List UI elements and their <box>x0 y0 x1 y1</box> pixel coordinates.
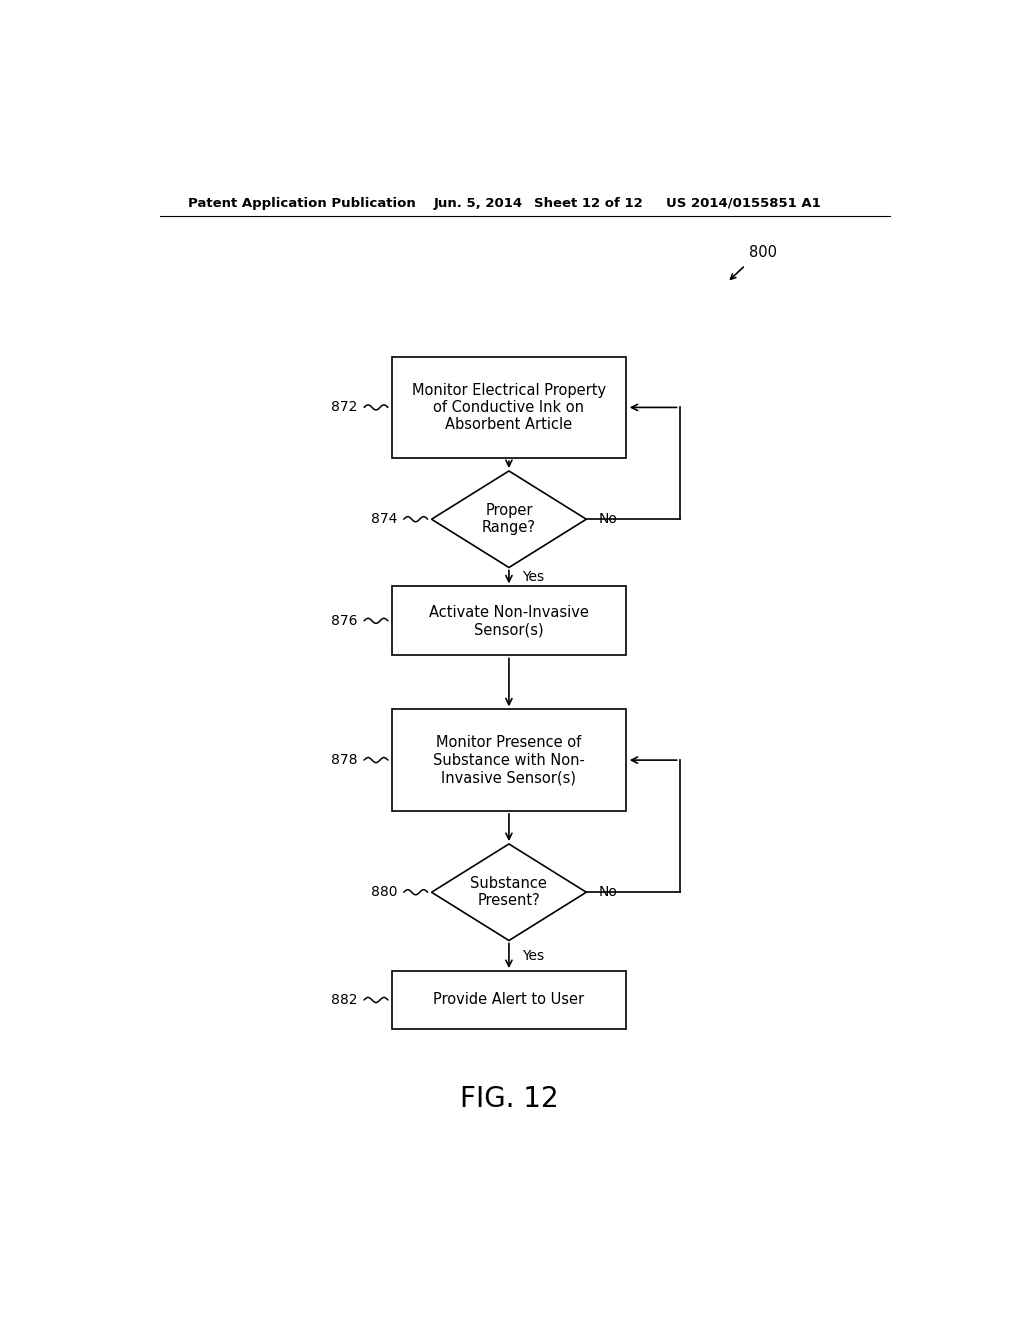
Text: Yes: Yes <box>521 949 544 962</box>
Text: Activate Non-Invasive
Sensor(s): Activate Non-Invasive Sensor(s) <box>429 605 589 638</box>
Text: Monitor Electrical Property
of Conductive Ink on
Absorbent Article: Monitor Electrical Property of Conductiv… <box>412 383 606 433</box>
Text: 880: 880 <box>371 886 397 899</box>
Text: 878: 878 <box>331 754 357 767</box>
Polygon shape <box>431 471 587 568</box>
Text: FIG. 12: FIG. 12 <box>460 1085 558 1113</box>
Text: Monitor Presence of
Substance with Non-
Invasive Sensor(s): Monitor Presence of Substance with Non- … <box>433 735 585 785</box>
Text: Proper
Range?: Proper Range? <box>482 503 536 536</box>
Polygon shape <box>431 843 587 941</box>
Text: No: No <box>598 886 617 899</box>
FancyBboxPatch shape <box>392 586 626 656</box>
Text: Yes: Yes <box>521 570 544 583</box>
Text: US 2014/0155851 A1: US 2014/0155851 A1 <box>666 197 821 210</box>
Text: 872: 872 <box>332 400 357 414</box>
Text: Patent Application Publication: Patent Application Publication <box>187 197 416 210</box>
FancyBboxPatch shape <box>392 972 626 1030</box>
FancyBboxPatch shape <box>392 356 626 458</box>
Text: Jun. 5, 2014: Jun. 5, 2014 <box>433 197 522 210</box>
Text: Substance
Present?: Substance Present? <box>470 876 548 908</box>
Text: 876: 876 <box>331 614 357 628</box>
Text: Sheet 12 of 12: Sheet 12 of 12 <box>535 197 643 210</box>
FancyBboxPatch shape <box>392 709 626 810</box>
Text: 800: 800 <box>749 246 777 260</box>
Text: No: No <box>598 512 617 527</box>
Text: 882: 882 <box>331 993 357 1007</box>
Text: Provide Alert to User: Provide Alert to User <box>433 993 585 1007</box>
Text: 874: 874 <box>371 512 397 527</box>
